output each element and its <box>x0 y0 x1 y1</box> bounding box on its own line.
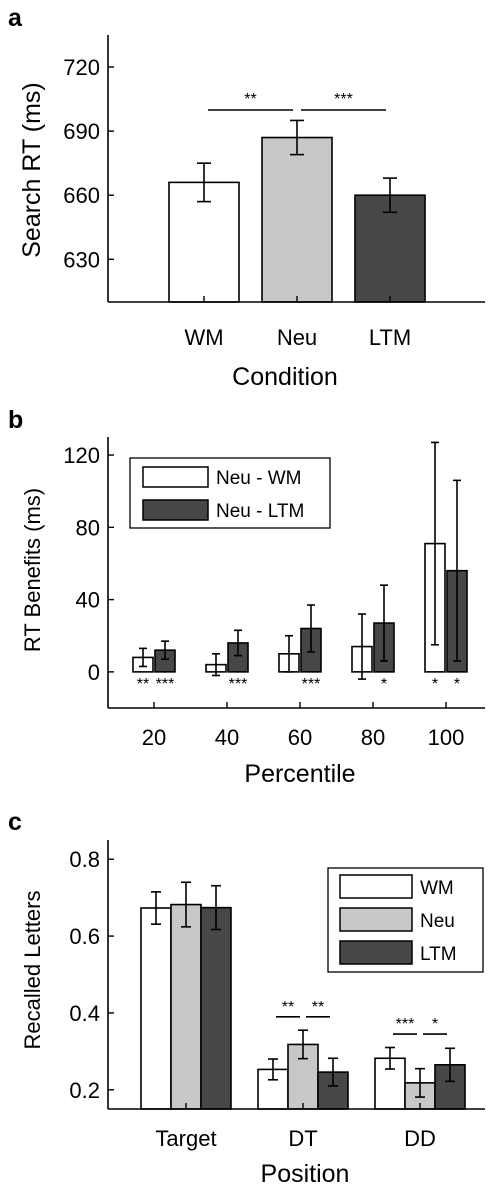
x-tick-label: 100 <box>428 725 465 750</box>
panel-a-xlabel: Condition <box>232 363 338 391</box>
legend-label-neu-wm: Neu - WM <box>216 468 302 489</box>
panel-a-label: a <box>8 4 23 32</box>
x-tick-label: WM <box>184 325 223 350</box>
x-tick-label: 40 <box>215 725 239 750</box>
y-tick-label: 0.8 <box>69 847 100 872</box>
y-tick-label: 690 <box>63 119 100 144</box>
significance-star: *** <box>156 676 175 693</box>
x-tick-label: Neu <box>277 325 317 350</box>
significance-star: *** <box>229 676 248 693</box>
panel-c: c 0.20.40.60.8 Target DT DD ** ***** * WM Ne… <box>8 808 485 1188</box>
legend-label-neu-ltm: Neu - LTM <box>216 501 304 522</box>
bar-wm <box>140 907 172 1110</box>
x-tick-label: DT <box>288 1126 317 1151</box>
legend-swatch-neu-ltm <box>142 499 209 521</box>
significance-label: ** <box>282 999 294 1016</box>
panel-b-xlabel: Percentile <box>244 760 355 788</box>
y-tick-label: 630 <box>63 247 100 272</box>
legend-swatch-neu <box>339 907 413 932</box>
y-tick-label: 120 <box>63 443 100 468</box>
panel-b-label: b <box>8 406 23 434</box>
panel-c-xlabel: Position <box>261 1160 350 1188</box>
x-tick-label: 60 <box>288 725 312 750</box>
legend-label-wm: WM <box>420 878 454 899</box>
significance-star: * <box>381 676 387 693</box>
x-tick-label: 80 <box>361 725 385 750</box>
y-tick-label: 0.4 <box>69 1001 100 1026</box>
legend-swatch-neu-wm <box>142 466 209 488</box>
y-tick-label: 0.6 <box>69 924 100 949</box>
bar-neu <box>170 903 202 1110</box>
y-tick-label: 660 <box>63 183 100 208</box>
significance-star: * <box>454 676 460 693</box>
significance-label: ** <box>244 91 256 108</box>
x-tick-label: 20 <box>142 725 166 750</box>
x-tick-label: Target <box>155 1126 216 1151</box>
bar-ltm <box>200 906 232 1110</box>
legend-label-ltm: LTM <box>420 944 457 965</box>
panel-b-legend: Neu - WM Neu - LTM <box>129 457 331 529</box>
x-tick-label: LTM <box>369 325 411 350</box>
panel-c-ylabel: Recalled Letters <box>20 891 45 1050</box>
y-tick-label: 0 <box>88 660 100 685</box>
panel-c-legend: WM Neu LTM <box>327 867 484 973</box>
y-tick-label: 80 <box>76 515 100 540</box>
x-tick-label: DD <box>404 1126 436 1151</box>
y-tick-label: 0.2 <box>69 1078 100 1103</box>
panel-b-ylabel: RT Benefits (ms) <box>20 488 45 652</box>
significance-star: * <box>432 676 438 693</box>
significance-star: *** <box>302 676 321 693</box>
significance-label: ** <box>312 999 324 1016</box>
legend-swatch-ltm <box>339 940 413 965</box>
significance-star: ** <box>137 676 149 693</box>
legend-swatch-wm <box>339 874 413 899</box>
legend-label-neu: Neu <box>420 911 455 932</box>
significance-label: * <box>432 1016 438 1033</box>
y-tick-label: 40 <box>76 588 100 613</box>
panel-c-label: c <box>8 808 22 836</box>
y-tick-label: 720 <box>63 55 100 80</box>
panel-a-ylabel: Search RT (ms) <box>18 82 46 258</box>
significance-label: *** <box>334 91 353 108</box>
bar-neu <box>261 136 333 303</box>
significance-label: *** <box>396 1016 415 1033</box>
